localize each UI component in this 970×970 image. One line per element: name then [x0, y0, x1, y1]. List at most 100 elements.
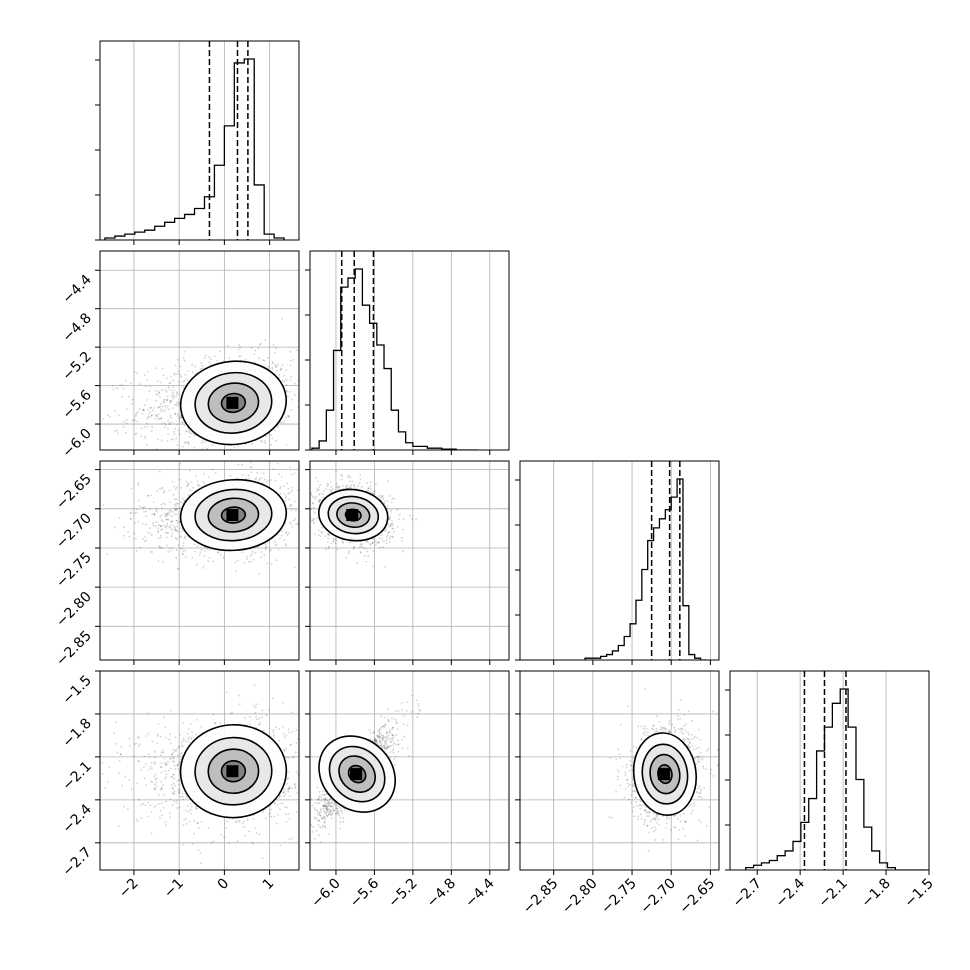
- sample-point: [183, 350, 186, 353]
- sample-point: [156, 380, 159, 382]
- sample-point: [328, 545, 330, 548]
- sample-point: [310, 494, 313, 497]
- sample-point: [197, 485, 200, 487]
- sample-point: [163, 426, 166, 429]
- sample-point: [204, 440, 206, 443]
- sample-point: [288, 415, 291, 418]
- sample-point: [164, 503, 166, 506]
- sample-point: [265, 714, 268, 716]
- sample-point: [314, 409, 316, 411]
- sample-point: [145, 515, 148, 517]
- sample-point: [135, 452, 137, 454]
- sample-point: [160, 408, 162, 411]
- sample-point: [136, 508, 139, 511]
- sample-point: [134, 538, 137, 540]
- sample-point: [283, 788, 286, 790]
- sample-point: [281, 318, 283, 320]
- sample-point: [275, 347, 278, 349]
- sample-point: [155, 510, 158, 512]
- sample-point: [283, 791, 286, 793]
- sample-point: [241, 454, 243, 456]
- sample-point: [304, 505, 306, 507]
- sample-point: [224, 826, 227, 829]
- sample-point: [353, 546, 355, 549]
- sample-point: [182, 722, 184, 725]
- sample-point: [187, 441, 189, 444]
- sample-point: [260, 342, 262, 345]
- sample-point: [151, 551, 154, 553]
- sample-point: [287, 395, 289, 398]
- sample-point: [165, 824, 168, 827]
- sample-point: [140, 768, 143, 771]
- sample-point: [286, 782, 289, 785]
- sample-point: [402, 550, 405, 553]
- sample-point: [137, 411, 139, 413]
- grid-lines: [553, 461, 711, 660]
- sample-point: [349, 485, 351, 488]
- sample-point: [370, 491, 372, 493]
- sample-point: [137, 499, 140, 502]
- sample-point: [169, 767, 172, 770]
- scatter-samples: [102, 461, 341, 575]
- sample-point: [261, 440, 263, 443]
- sample-point: [175, 437, 178, 440]
- sample-point: [146, 422, 148, 425]
- sample-point: [288, 787, 291, 790]
- sample-point: [237, 445, 240, 448]
- sample-point: [253, 684, 256, 687]
- sample-point: [168, 423, 171, 426]
- sample-point: [216, 360, 218, 362]
- sample-point: [340, 474, 343, 477]
- sample-point: [172, 386, 175, 389]
- sample-point: [107, 781, 110, 784]
- sample-point: [391, 524, 394, 526]
- panel-frame: [99, 250, 300, 451]
- sample-point: [139, 743, 141, 746]
- sample-point: [263, 359, 266, 362]
- sample-point: [402, 518, 405, 521]
- sample-point: [382, 546, 385, 548]
- sample-point: [164, 514, 167, 517]
- sample-point: [339, 465, 341, 467]
- sample-point: [148, 390, 151, 392]
- sample-point: [199, 554, 201, 556]
- sample-point: [264, 546, 267, 549]
- sample-point: [228, 453, 230, 455]
- sample-point: [288, 785, 291, 788]
- sample-point: [182, 445, 184, 448]
- sample-point: [335, 486, 338, 489]
- sample-point: [135, 412, 138, 414]
- sample-point: [202, 472, 205, 475]
- sample-point: [279, 487, 281, 490]
- sample-point: [195, 807, 197, 810]
- sample-point: [282, 733, 285, 736]
- sample-point: [154, 773, 157, 776]
- sample-point: [178, 417, 181, 420]
- sample-point: [262, 472, 265, 475]
- sample-point: [269, 550, 272, 552]
- sample-point: [207, 560, 210, 562]
- sample-point: [178, 478, 181, 481]
- sample-point: [275, 559, 278, 562]
- sample-point: [201, 439, 204, 442]
- sample-point: [276, 370, 279, 372]
- sample-point: [164, 410, 167, 413]
- sample-point: [312, 519, 315, 522]
- sample-point: [149, 407, 152, 409]
- sample-point: [176, 507, 179, 510]
- sample-point: [179, 733, 182, 736]
- sample-point: [349, 480, 351, 483]
- sample-point: [196, 545, 199, 547]
- sample-point: [327, 483, 330, 486]
- sample-point: [293, 472, 296, 475]
- sample-point: [288, 795, 291, 798]
- sample-point: [160, 754, 162, 757]
- sample-point: [157, 803, 160, 805]
- sample-point: [279, 492, 282, 495]
- sample-point: [164, 777, 166, 780]
- sample-point: [195, 733, 198, 736]
- sample-point: [252, 452, 254, 454]
- sample-point: [321, 526, 323, 529]
- sample-point: [255, 477, 257, 480]
- sample-point: [176, 513, 179, 516]
